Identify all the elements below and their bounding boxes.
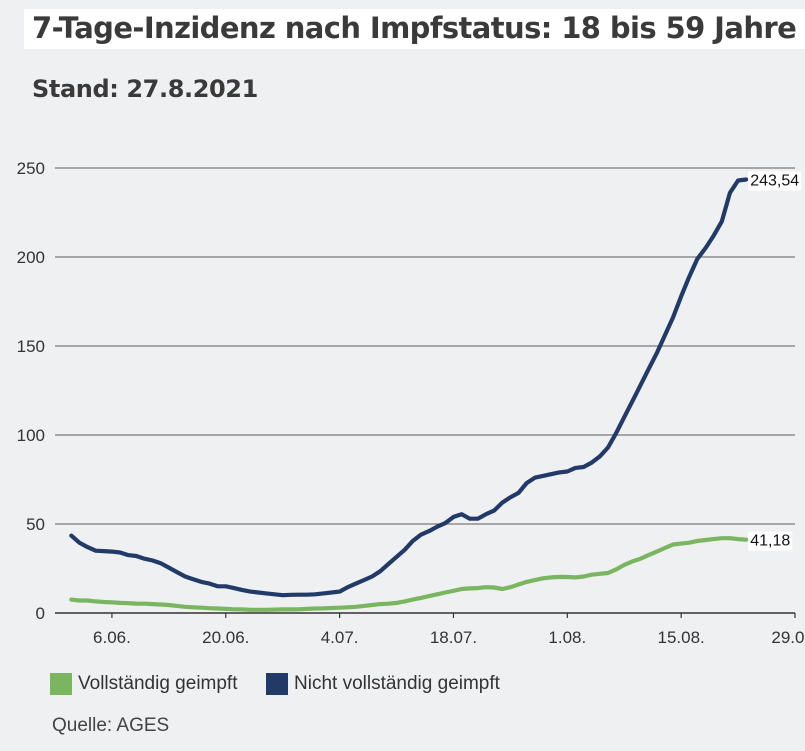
y-tick-label: 150 <box>17 337 45 356</box>
y-tick-label: 200 <box>17 248 45 267</box>
x-axis-ticks: 6.06. 20.06. 4.07. 18.07. 1.08. 15.08. 29.08. <box>93 613 805 647</box>
series-end-label: 243,54 <box>750 172 799 189</box>
y-axis-ticks: 0 50 100 150 200 250 <box>17 159 45 623</box>
series-end-label: 41,18 <box>750 533 790 550</box>
legend-label: Nicht vollständig geimpft <box>294 673 500 694</box>
series-line <box>69 536 749 612</box>
end-labels: 41,18 243,54 <box>748 171 802 551</box>
x-tick-label: 4.07. <box>321 628 359 647</box>
y-tick-label: 50 <box>26 515 45 534</box>
y-tick-label: 0 <box>36 604 45 623</box>
title-box: 7-Tage-Inzidenz nach Impfstatus: 18 bis … <box>24 9 805 49</box>
legend-item-vollstaendig: Vollständig geimpft <box>50 673 238 695</box>
chart-title: 7-Tage-Inzidenz nach Impfstatus: 18 bis … <box>32 11 797 45</box>
x-tick-label: 6.06. <box>93 628 131 647</box>
series-line <box>69 177 749 598</box>
chart-subtitle: Stand: 27.8.2021 <box>32 75 258 103</box>
x-tick-label: 1.08. <box>548 628 586 647</box>
y-tick-label: 100 <box>17 426 45 445</box>
source-note: Quelle: AGES <box>52 715 170 736</box>
y-tick-label: 250 <box>17 159 45 178</box>
legend-swatch-navy <box>266 673 288 695</box>
end-label-background <box>748 531 793 551</box>
x-tick-label: 20.06. <box>202 628 249 647</box>
x-tick-label: 29.08. <box>771 628 805 647</box>
end-label-background <box>748 171 802 191</box>
legend-swatch-green <box>50 673 72 695</box>
x-tick-label: 18.07. <box>430 628 477 647</box>
gridlines <box>55 167 795 614</box>
series-lines <box>69 177 749 612</box>
legend-label: Vollständig geimpft <box>78 673 238 694</box>
x-tick-label: 15.08. <box>658 628 705 647</box>
legend-item-nicht-vollstaendig: Nicht vollständig geimpft <box>266 673 500 695</box>
line-chart: 0 50 100 150 200 250 6.06. 20.06. 4.07. 18.07. 1.… <box>17 159 805 647</box>
